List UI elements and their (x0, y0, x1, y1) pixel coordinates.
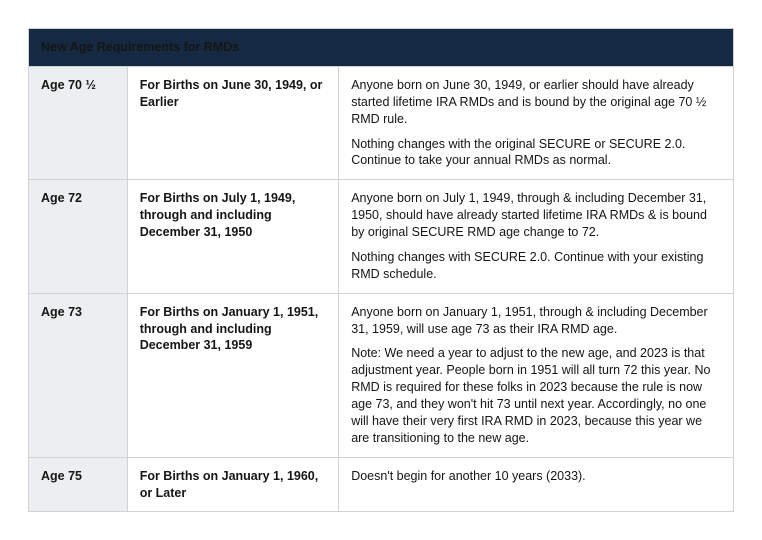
table-row: Age 75 For Births on January 1, 1960, or… (29, 457, 734, 512)
desc-paragraph: Nothing changes with the original SECURE… (351, 136, 721, 170)
age-cell: Age 73 (29, 293, 128, 457)
desc-paragraph: Anyone born on June 30, 1949, or earlier… (351, 77, 721, 128)
age-cell: Age 75 (29, 457, 128, 512)
desc-paragraph: Nothing changes with SECURE 2.0. Continu… (351, 249, 721, 283)
age-cell: Age 72 (29, 180, 128, 293)
birth-cell: For Births on June 30, 1949, or Earlier (127, 66, 339, 179)
desc-cell: Anyone born on July 1, 1949, through & i… (339, 180, 734, 293)
birth-cell: For Births on July 1, 1949, through and … (127, 180, 339, 293)
desc-paragraph: Anyone born on July 1, 1949, through & i… (351, 190, 721, 241)
age-cell: Age 70 ½ (29, 66, 128, 179)
table-row: Age 72 For Births on July 1, 1949, throu… (29, 180, 734, 293)
birth-cell: For Births on January 1, 1951, through a… (127, 293, 339, 457)
desc-cell: Anyone born on January 1, 1951, through … (339, 293, 734, 457)
desc-paragraph: Doesn't begin for another 10 years (2033… (351, 468, 721, 485)
desc-cell: Anyone born on June 30, 1949, or earlier… (339, 66, 734, 179)
table-title: New Age Requirements for RMDs (29, 29, 734, 67)
birth-cell: For Births on January 1, 1960, or Later (127, 457, 339, 512)
table-row: Age 70 ½ For Births on June 30, 1949, or… (29, 66, 734, 179)
table-header-row: New Age Requirements for RMDs (29, 29, 734, 67)
table-row: Age 73 For Births on January 1, 1951, th… (29, 293, 734, 457)
desc-paragraph: Note: We need a year to adjust to the ne… (351, 345, 721, 446)
rmd-requirements-table: New Age Requirements for RMDs Age 70 ½ F… (28, 28, 734, 512)
desc-cell: Doesn't begin for another 10 years (2033… (339, 457, 734, 512)
desc-paragraph: Anyone born on January 1, 1951, through … (351, 304, 721, 338)
